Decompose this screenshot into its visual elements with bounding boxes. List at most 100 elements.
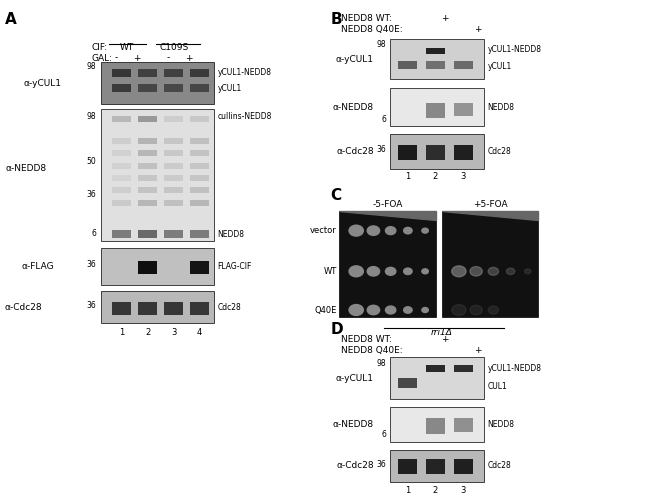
Bar [190,187,209,193]
Text: 98: 98 [86,62,96,71]
Bar [426,145,445,160]
Text: NEDD8 WT:: NEDD8 WT: [341,335,392,344]
Circle shape [506,268,515,274]
Text: 6: 6 [381,115,386,124]
Text: NEDD8 WT:: NEDD8 WT: [341,14,392,23]
Bar [138,175,157,181]
Bar [138,302,157,315]
Text: +: + [133,54,140,62]
Text: rri1Δ: rri1Δ [431,328,453,337]
Circle shape [488,267,499,275]
Bar [190,175,209,181]
Bar [164,187,183,193]
Circle shape [470,306,482,315]
Text: GAL:: GAL: [91,54,112,62]
Bar [390,88,484,126]
Text: Cdc28: Cdc28 [488,461,512,471]
Circle shape [452,305,466,315]
Text: 1: 1 [119,328,124,337]
Circle shape [452,266,466,277]
Polygon shape [339,211,436,220]
Circle shape [349,305,363,315]
Bar [454,103,473,116]
Text: cullins-NEDD8: cullins-NEDD8 [218,112,272,121]
Bar [190,163,209,169]
Bar [190,116,209,122]
Text: α-yCUL1: α-yCUL1 [24,78,62,88]
Bar [138,163,157,169]
Bar [101,248,214,285]
Text: +: + [474,25,482,34]
Text: 3: 3 [171,328,176,337]
Bar [339,211,436,317]
Bar [454,365,473,372]
Circle shape [488,306,499,314]
Text: 6: 6 [91,229,96,238]
Text: +: + [441,14,448,23]
Text: α-yCUL1: α-yCUL1 [336,373,374,383]
Text: D: D [330,322,343,337]
Bar [112,138,131,144]
Bar [390,407,484,442]
Bar [164,230,183,238]
Bar [138,187,157,193]
Text: α-Cdc28: α-Cdc28 [336,147,374,156]
Circle shape [367,267,380,276]
Text: α-Cdc28: α-Cdc28 [5,303,42,312]
Text: 36: 36 [86,301,96,310]
Text: WT: WT [324,267,337,276]
Text: 36: 36 [86,260,96,269]
Bar [164,150,183,156]
Circle shape [422,308,428,312]
Text: 36: 36 [376,145,386,154]
Bar [390,357,484,399]
Text: 3: 3 [461,172,466,181]
Text: Cdc28: Cdc28 [218,303,242,312]
Bar [138,150,157,156]
Text: α-FLAG: α-FLAG [21,262,54,271]
Text: +: + [474,346,482,355]
Text: NEDD8: NEDD8 [488,103,515,112]
Text: -5-FOA: -5-FOA [372,200,402,209]
Text: +: + [441,335,448,344]
Circle shape [470,267,482,276]
Bar [138,138,157,144]
Circle shape [422,269,428,274]
Bar [112,116,131,122]
Bar [112,302,131,315]
Bar [112,230,131,238]
Bar [112,84,131,92]
Text: FLAG-CIF: FLAG-CIF [218,262,252,271]
Bar [164,116,183,122]
Bar [190,302,209,315]
Text: α-NEDD8: α-NEDD8 [6,164,47,173]
Bar [112,150,131,156]
Text: 98: 98 [86,112,96,121]
Bar [426,61,445,69]
Text: 1: 1 [405,172,410,181]
Circle shape [404,227,412,234]
Text: -: - [114,54,117,62]
Text: vector: vector [310,226,337,235]
Bar [164,138,183,144]
Bar [426,418,445,434]
Circle shape [349,266,363,277]
Bar [442,211,538,317]
Text: 2: 2 [145,328,150,337]
Bar [398,459,417,474]
Bar [454,418,473,432]
Bar [101,291,214,323]
Bar [398,145,417,160]
Text: 36: 36 [86,190,96,199]
Text: 98: 98 [376,40,386,49]
Circle shape [349,225,363,236]
Text: yCUL1: yCUL1 [218,84,242,93]
Bar [112,69,131,77]
Bar [112,175,131,181]
Text: +: + [185,54,193,62]
Text: NEDD8: NEDD8 [488,420,515,429]
Text: 98: 98 [376,359,386,368]
Bar [138,230,157,238]
Text: NEDD8: NEDD8 [218,230,245,239]
Text: -: - [166,54,169,62]
